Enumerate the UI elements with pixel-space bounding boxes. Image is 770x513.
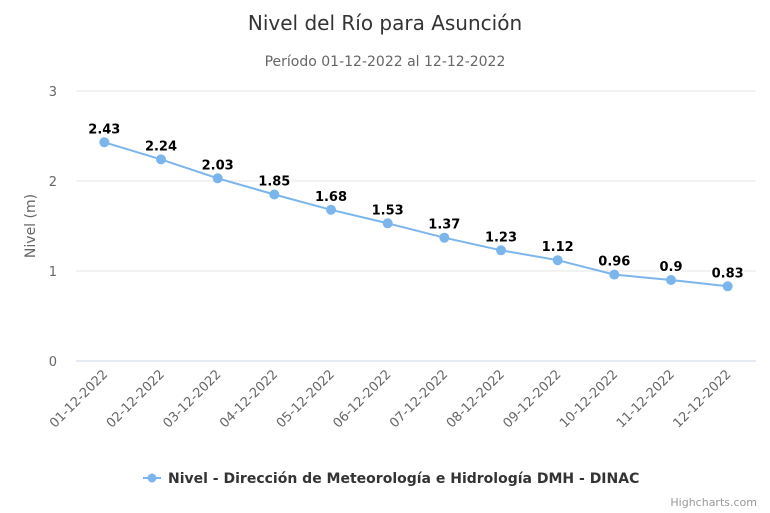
data-point[interactable]	[326, 204, 336, 215]
data-point[interactable]	[156, 154, 166, 165]
chart-title: Nivel del Río para Asunción	[248, 11, 522, 35]
x-axis-ticks: 01-12-202202-12-202203-12-202204-12-2022…	[47, 367, 734, 431]
data-point[interactable]	[439, 232, 450, 243]
data-point[interactable]	[609, 269, 620, 280]
data-point[interactable]	[382, 218, 393, 229]
legend-label: Nivel - Dirección de Meteorología e Hidr…	[168, 471, 639, 487]
y-tick-label: 2	[49, 175, 57, 190]
x-tick-label: 02-12-2022	[104, 367, 168, 431]
y-tick-label: 1	[49, 265, 57, 280]
data-point[interactable]	[99, 137, 110, 148]
data-label: 2.03	[202, 158, 234, 173]
data-label: 1.85	[258, 175, 290, 190]
x-tick-label: 04-12-2022	[217, 367, 281, 431]
legend-item[interactable]: Nivel - Dirección de Meteorología e Hidr…	[143, 471, 639, 487]
data-label: 1.37	[428, 218, 460, 233]
chart-subtitle: Período 01-12-2022 al 12-12-2022	[265, 54, 506, 70]
credits-link[interactable]: Highcharts.com	[670, 496, 757, 509]
x-tick-label: 01-12-2022	[47, 367, 111, 431]
data-point[interactable]	[552, 255, 563, 266]
y-tick-label: 3	[49, 85, 57, 100]
data-label: 1.23	[485, 230, 517, 245]
y-axis-ticks: 0 1 2 3	[49, 85, 57, 370]
x-tick-label: 08-12-2022	[444, 367, 508, 431]
data-point[interactable]	[722, 281, 733, 292]
y-axis-label: Nivel (m)	[23, 194, 39, 258]
series-line	[104, 141, 728, 288]
data-label: 1.12	[542, 240, 574, 255]
data-label: 0.96	[598, 255, 630, 270]
series-nivel[interactable]	[99, 137, 733, 292]
x-tick-label: 03-12-2022	[160, 367, 224, 431]
grid	[76, 90, 756, 362]
x-tick-label: 11-12-2022	[614, 367, 678, 431]
x-tick-label: 07-12-2022	[387, 367, 451, 431]
data-label: 0.9	[659, 260, 682, 275]
x-tick-label: 05-12-2022	[274, 367, 338, 431]
data-label: 1.53	[372, 203, 404, 218]
data-label: 2.43	[88, 122, 120, 137]
data-label: 1.68	[315, 190, 347, 205]
legend-marker-icon	[147, 473, 157, 483]
data-labels: 2.43 2.24 2.03 1.85 1.68 1.53 1.37 1.23 1.12 0.96…	[87, 121, 745, 283]
data-point[interactable]	[212, 173, 223, 184]
y-tick-label: 0	[49, 355, 57, 370]
data-label: 0.83	[712, 266, 744, 281]
data-label: 2.24	[145, 139, 177, 154]
data-point[interactable]	[496, 245, 506, 256]
x-tick-label: 09-12-2022	[500, 367, 564, 431]
data-point[interactable]	[666, 275, 676, 285]
x-tick-label: 06-12-2022	[330, 367, 394, 431]
data-point[interactable]	[269, 189, 280, 200]
x-tick-label: 12-12-2022	[670, 367, 734, 431]
x-tick-label: 10-12-2022	[557, 367, 621, 431]
